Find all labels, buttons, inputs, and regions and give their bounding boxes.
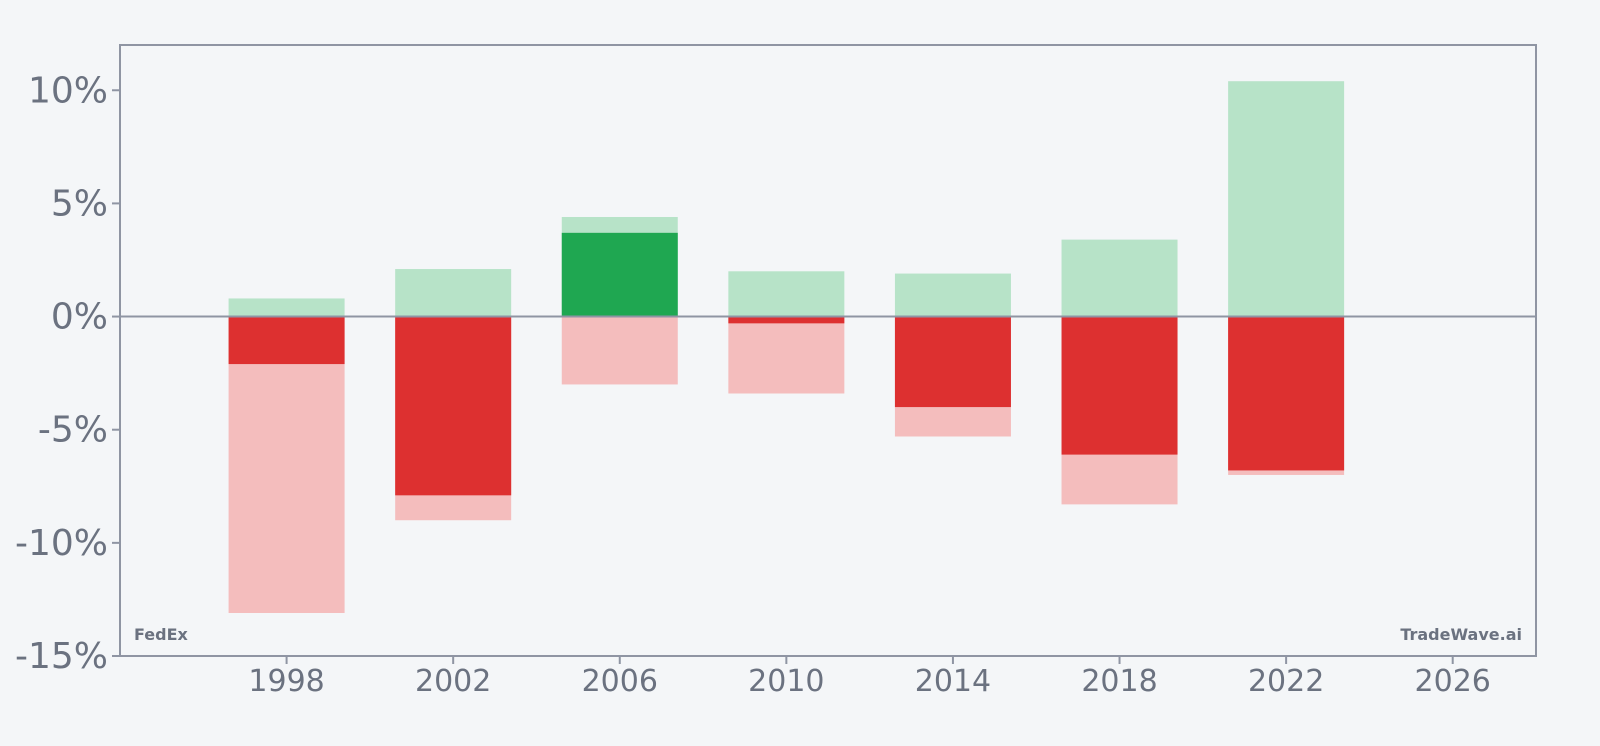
net-change-bar-2002 xyxy=(395,316,512,496)
range-low-bar-2006 xyxy=(561,316,678,385)
range-high-bar-2010 xyxy=(728,271,845,317)
range-high-bar-2022 xyxy=(1228,81,1345,317)
range-low-bar-1998 xyxy=(228,316,345,614)
y-tick-label: 5% xyxy=(51,183,108,224)
x-tick-label: 2022 xyxy=(1248,664,1324,699)
x-tick-label: 2002 xyxy=(415,664,491,699)
y-tick-label: 10% xyxy=(28,70,108,111)
range-low-bar-2010 xyxy=(728,316,845,394)
x-tick-label: 2026 xyxy=(1415,664,1491,699)
range-high-bar-1998 xyxy=(228,298,345,317)
plot-frame xyxy=(119,44,1537,657)
x-tick-label: 1998 xyxy=(248,664,324,699)
watermark-left: FedEx xyxy=(134,625,189,644)
net-change-bar-2014 xyxy=(894,316,1011,408)
net-change-bar-2022 xyxy=(1228,316,1345,471)
net-change-bar-1998 xyxy=(228,316,345,365)
range-high-bar-2014 xyxy=(894,273,1011,317)
y-tick-label: -10% xyxy=(15,523,108,564)
x-tick-label: 2010 xyxy=(748,664,824,699)
y-tick-label: 0% xyxy=(51,297,108,338)
y-tick-label: -15% xyxy=(15,636,108,677)
bars-group xyxy=(228,81,1345,614)
x-tick-label: 2006 xyxy=(582,664,658,699)
net-change-bar-2006 xyxy=(561,232,678,317)
y-tick-label: -5% xyxy=(38,410,108,451)
x-tick-label: 2014 xyxy=(915,664,991,699)
range-high-bar-2018 xyxy=(1061,239,1178,317)
x-tick-label: 2018 xyxy=(1081,664,1157,699)
net-change-bar-2018 xyxy=(1061,316,1178,455)
range-high-bar-2002 xyxy=(395,269,512,317)
x-axis: 1998 2002 2006 2010 2014 2018 2022 2026 xyxy=(248,656,1491,699)
watermark-right: TradeWave.ai xyxy=(1400,625,1522,644)
net-change-bar-2010 xyxy=(728,316,845,324)
y-axis: -15% -10% -5% 0% 5% 10% xyxy=(15,70,120,677)
